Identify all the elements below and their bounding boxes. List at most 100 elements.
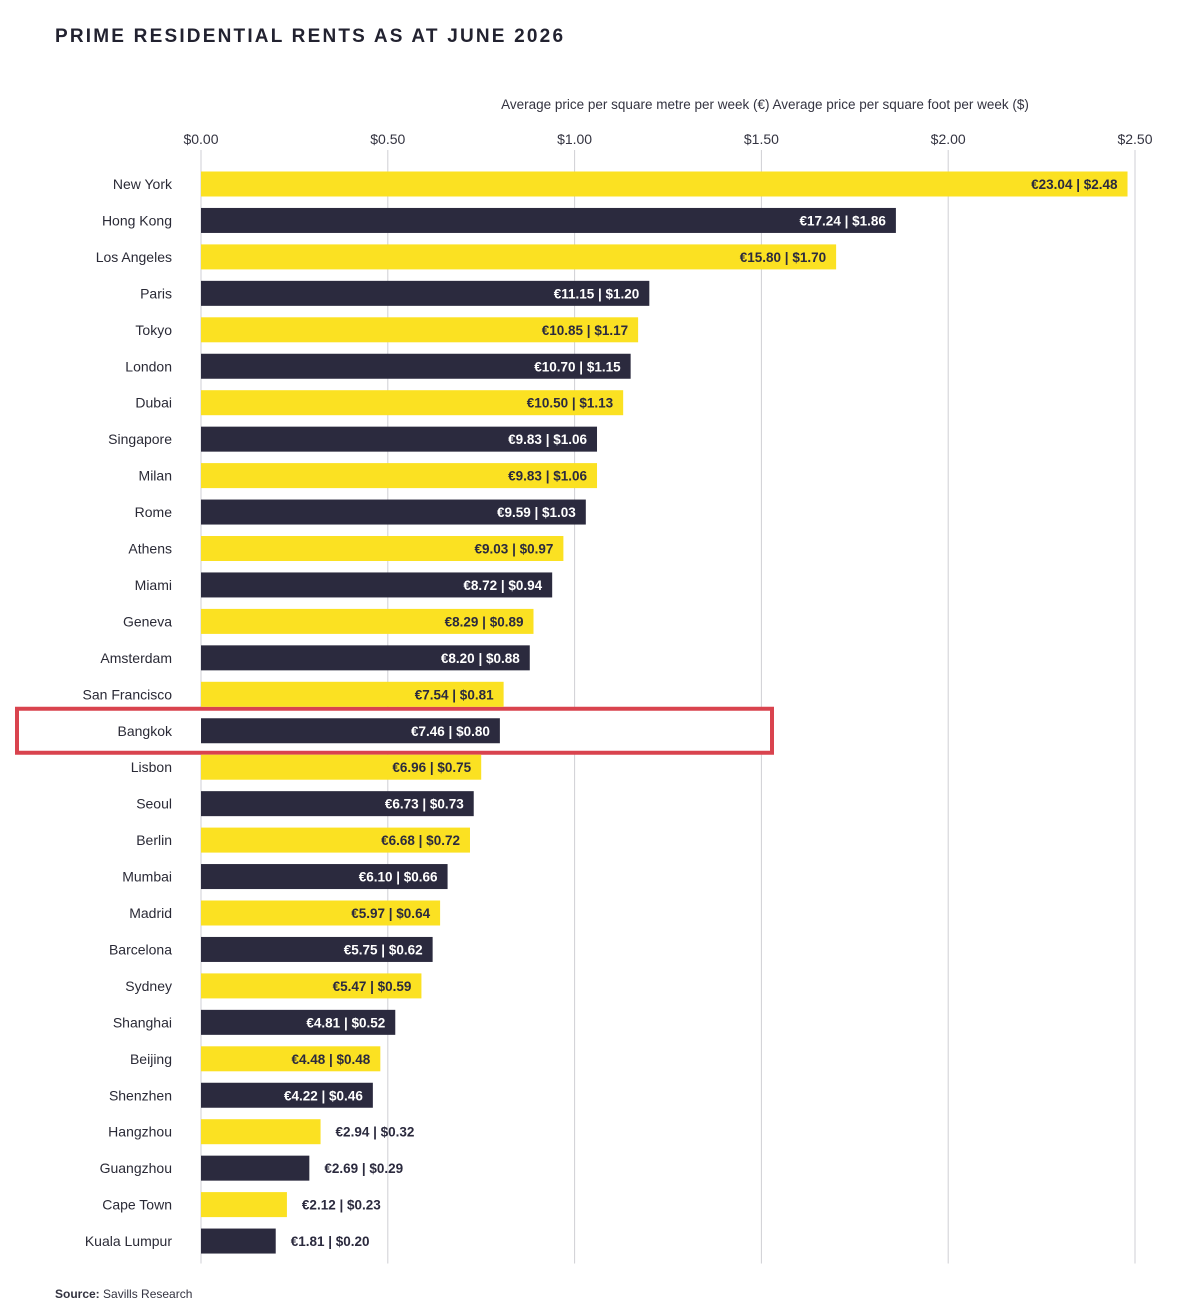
bar [201, 463, 598, 489]
data-label: €2.12 | $0.23 [302, 1198, 381, 1213]
category-label: Milan [139, 468, 172, 484]
bar [201, 1192, 287, 1218]
category-label: Beijing [130, 1051, 172, 1067]
category-label: Sydney [125, 978, 172, 994]
bar [201, 900, 441, 926]
data-label: €9.83 | $1.06 [508, 469, 587, 484]
source-label: Source: [55, 1287, 100, 1301]
category-label: Barcelona [109, 941, 172, 957]
category-label: Cape Town [102, 1197, 172, 1213]
bar [201, 973, 422, 999]
source-note: Source: Savills Research [55, 1287, 192, 1301]
data-label: €8.72 | $0.94 [463, 578, 542, 593]
highlight-box [15, 706, 774, 755]
category-label: Paris [140, 285, 172, 301]
category-label: Rome [135, 504, 173, 520]
category-label: Madrid [129, 905, 172, 921]
bar [201, 754, 482, 780]
data-label: €8.29 | $0.89 [445, 614, 524, 629]
category-label: Amsterdam [100, 650, 172, 666]
category-label: Tokyo [135, 322, 172, 338]
data-label: €15.80 | $1.70 [740, 250, 826, 265]
axis-caption-text: Average price per square metre per week … [501, 97, 1029, 112]
bar [201, 499, 586, 525]
category-label: Mumbai [122, 869, 172, 885]
bar [201, 280, 650, 306]
bar [201, 353, 631, 379]
bar [201, 1119, 321, 1145]
data-label: €4.48 | $0.48 [291, 1052, 370, 1067]
category-label: Hangzhou [108, 1124, 172, 1140]
source-text: Savills Research [103, 1287, 193, 1301]
bar [201, 718, 500, 744]
data-label: €7.46 | $0.80 [411, 724, 490, 739]
bar [201, 426, 598, 452]
data-label: €1.81 | $0.20 [291, 1234, 370, 1249]
bar [201, 1009, 396, 1035]
axis-caption: Average price per square metre per week … [0, 97, 1200, 112]
bar-chart: $0.00 $0.50 $1.00 $1.50 $2.00 $2.50 New York €2… [15, 131, 1153, 1264]
data-label: €9.59 | $1.03 [497, 505, 576, 520]
x-tick-label: $0.50 [370, 131, 405, 147]
bar [201, 1082, 373, 1108]
bar [201, 1046, 381, 1072]
category-label: Los Angeles [96, 249, 172, 265]
chart-title: PRIME RESIDENTIAL RENTS AS AT JUNE 2026 [55, 26, 566, 47]
x-tick-label: $1.50 [744, 131, 779, 147]
category-label: New York [113, 176, 173, 192]
category-label: London [125, 358, 172, 374]
x-tick-label: $1.00 [557, 131, 592, 147]
data-label: €17.24 | $1.86 [800, 213, 887, 228]
data-label: €10.85 | $1.17 [542, 323, 628, 338]
bar [201, 317, 639, 343]
data-label: €10.70 | $1.15 [534, 359, 621, 374]
bar [201, 608, 534, 634]
category-label: Athens [128, 541, 172, 557]
data-label: €11.15 | $1.20 [554, 286, 640, 301]
category-label: Miami [135, 577, 172, 593]
x-tick-label: $2.00 [931, 131, 966, 147]
category-label: Shenzhen [109, 1087, 172, 1103]
data-label: €5.47 | $0.59 [333, 979, 412, 994]
bar [201, 936, 433, 962]
category-label: Seoul [136, 796, 172, 812]
bar [201, 827, 470, 853]
data-label: €6.68 | $0.72 [381, 833, 460, 848]
data-label: €10.50 | $1.13 [527, 396, 614, 411]
category-label: Shanghai [113, 1014, 172, 1030]
category-label: Singapore [108, 431, 172, 447]
bar [201, 536, 564, 561]
category-label: San Francisco [83, 686, 173, 702]
data-label: €6.10 | $0.66 [359, 870, 438, 885]
bar [201, 171, 1128, 197]
bar [201, 1228, 276, 1254]
x-tick-label: $2.50 [1117, 131, 1152, 147]
bar [201, 681, 504, 707]
data-label: €9.03 | $0.97 [475, 542, 554, 557]
x-tick-label: $0.00 [183, 131, 218, 147]
data-label: €5.75 | $0.62 [344, 942, 423, 957]
data-label: €4.22 | $0.46 [284, 1088, 363, 1103]
category-label: Kuala Lumpur [85, 1233, 173, 1249]
data-label: €6.73 | $0.73 [385, 797, 464, 812]
bar [201, 572, 553, 598]
data-label: €8.20 | $0.88 [441, 651, 520, 666]
data-label: €6.96 | $0.75 [392, 760, 471, 775]
bar [201, 207, 896, 233]
category-label: Hong Kong [102, 212, 172, 228]
category-label: Bangkok [118, 723, 173, 739]
bar [201, 1155, 310, 1181]
category-label: Lisbon [131, 759, 172, 775]
bar [201, 390, 624, 416]
bar [201, 244, 837, 270]
bar [201, 864, 448, 890]
data-label: €2.69 | $0.29 [324, 1161, 403, 1176]
category-label: Berlin [136, 832, 172, 848]
category-label: Geneva [123, 613, 172, 629]
data-label: €9.83 | $1.06 [508, 432, 587, 447]
data-label: €4.81 | $0.52 [306, 1015, 385, 1030]
bar [201, 645, 530, 671]
category-label: Dubai [135, 395, 172, 411]
category-label: Guangzhou [100, 1160, 172, 1176]
bar [201, 791, 474, 817]
